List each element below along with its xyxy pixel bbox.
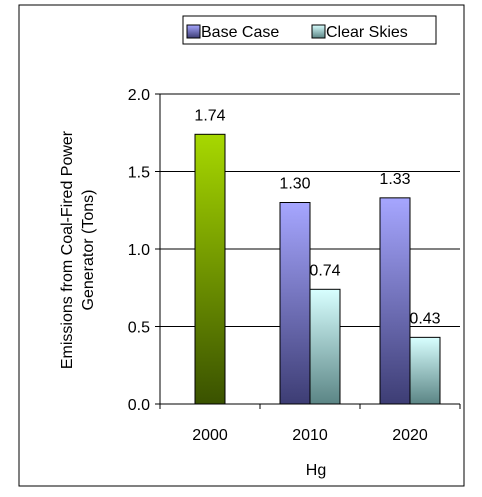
bar-base-case [279, 202, 311, 405]
data-label: 1.33 [379, 171, 410, 188]
legend-label-clear-skies: Clear Skies [326, 24, 408, 41]
data-label: 0.74 [309, 262, 340, 279]
y-axis-title-line-1: Emissions from Coal-Fired Power [59, 130, 76, 369]
bar-2000 [194, 133, 226, 405]
x-tick-label: 2010 [292, 427, 328, 444]
y-tick-label: 1.0 [128, 242, 150, 259]
legend-swatch-clear-skies [311, 24, 326, 39]
y-tick-label: 2.0 [128, 87, 150, 104]
y-tick-label: 0.0 [128, 397, 150, 414]
legend-box [182, 15, 437, 45]
y-tick-label: 1.5 [128, 165, 150, 182]
legend: Base Case Clear Skies [182, 15, 437, 45]
y-axis-title: Emissions from Coal-Fired Power Generato… [59, 130, 97, 369]
x-axis-title: Hg [306, 462, 326, 479]
plot-area: 0.0 0.5 1.0 1.5 2.0 2000 2010 2020 1.74 1.30 0.74 1… [128, 87, 461, 444]
x-tick-label: 2020 [392, 427, 428, 444]
x-tick-label: 2000 [192, 427, 228, 444]
bar-clear-skies [409, 336, 441, 405]
data-label: 1.74 [194, 107, 225, 124]
y-tick-label: 0.5 [128, 320, 150, 337]
data-label: 0.43 [409, 310, 440, 327]
bar-base-case [379, 197, 411, 405]
bar-clear-skies [309, 288, 341, 405]
data-label: 1.30 [279, 176, 310, 193]
legend-swatch-base-case [186, 24, 201, 39]
y-axis-title-line-2: Generator (Tons) [80, 190, 97, 311]
legend-label-base-case: Base Case [201, 24, 279, 41]
